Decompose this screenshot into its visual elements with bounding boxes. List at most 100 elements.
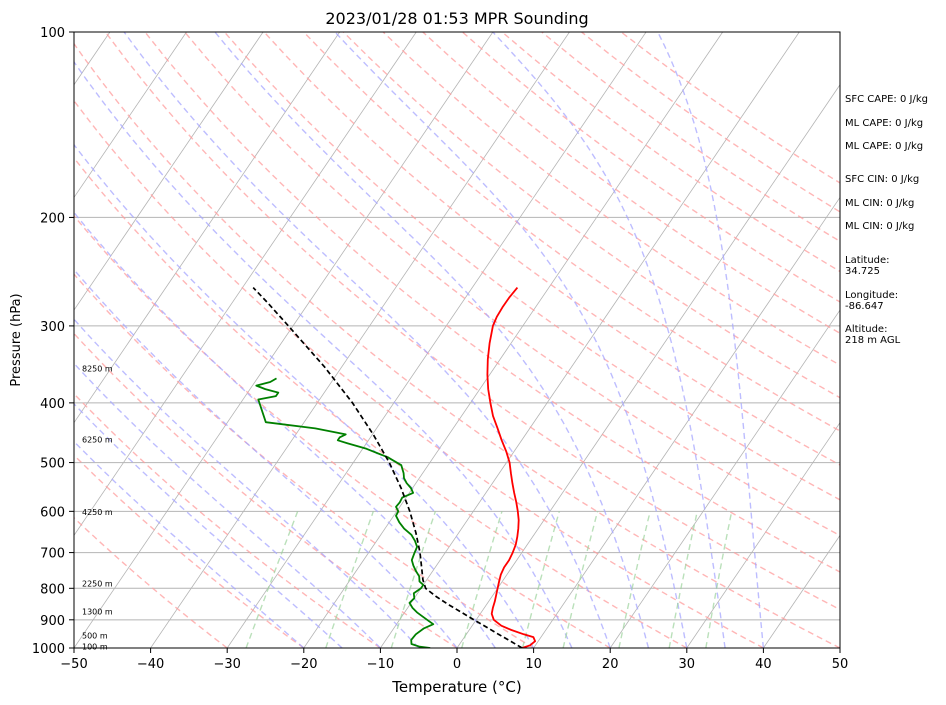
moist-adiabat-line	[74, 402, 343, 648]
ml-cape-text: ML CAPE: 0 J/kg	[845, 118, 924, 129]
dry-adiabat-line	[74, 273, 534, 648]
ml-cin-text-2: ML CIN: 0 J/kg	[845, 221, 915, 232]
x-tick-label: −30	[213, 657, 240, 672]
dry-adiabat-line	[144, 32, 840, 573]
y-tick-label: 100	[40, 26, 65, 41]
longitude-text: Longitude: -86.647	[845, 290, 899, 312]
ml-cin-text: ML CIN: 0 J/kg	[845, 198, 915, 209]
isotherm-line	[74, 32, 417, 537]
moist-adiabat-line	[74, 211, 496, 648]
moist-adiabat-line	[492, 32, 726, 648]
mixing-ratio-line	[521, 511, 560, 648]
sounding-info-panel: SFC CAPE: 0 J/kg ML CAPE: 0 J/kg ML CAPE…	[845, 0, 945, 705]
isotherm-line	[456, 84, 840, 648]
x-tick-label: −50	[60, 657, 87, 672]
moist-adiabat-line	[74, 318, 420, 648]
latitude-text: Latitude: 34.725	[845, 255, 890, 277]
moist-adiabat-line	[214, 32, 650, 648]
isotherm-line	[763, 534, 840, 648]
y-tick-label: 700	[40, 547, 65, 562]
dewpoint-profile-line	[255, 377, 435, 648]
mixing-ratio-line	[245, 511, 299, 648]
y-tick-label: 600	[40, 505, 65, 520]
isotherm-line	[609, 309, 840, 648]
plot-frame	[73, 31, 841, 649]
dry-adiabat-line	[74, 392, 381, 648]
dry-adiabat-line	[342, 32, 840, 399]
mixing-ratio-line	[390, 511, 437, 648]
moist-adiabat-line	[74, 143, 535, 648]
moist-adiabat-line	[74, 440, 305, 648]
y-tick-label: 1000	[32, 642, 65, 657]
dry-adiabat-line	[461, 32, 840, 303]
x-tick-label: 20	[602, 657, 619, 672]
y-tick-label: 300	[40, 320, 65, 335]
x-tick-label: 40	[755, 657, 772, 672]
y-tick-label: 900	[40, 614, 65, 629]
temperature-profile-line	[486, 287, 536, 648]
isotherm-line	[74, 32, 264, 311]
height-label: 4250 m	[82, 508, 113, 517]
x-tick-label: 50	[832, 657, 849, 672]
y-axis-ticks: 100 200 300 400 500 600 700 800 900 1000	[32, 26, 74, 657]
y-tick-label: 400	[40, 397, 65, 412]
dry-adiabat-line	[74, 516, 228, 648]
moist-adiabat-line	[74, 268, 458, 648]
dry-adiabat-line	[303, 32, 840, 432]
moist-adiabat-line	[74, 60, 573, 648]
isotherm-line	[74, 32, 494, 648]
dry-adiabat-line	[223, 32, 840, 501]
height-label: 100 m	[82, 643, 108, 652]
dry-adiabat-line	[104, 32, 840, 611]
y-tick-label: 500	[40, 457, 65, 472]
data-series	[252, 287, 536, 648]
x-tick-label: −10	[367, 657, 394, 672]
isotherm-line	[380, 32, 800, 648]
isotherm-line	[74, 32, 341, 424]
height-labels: 8250 m 6250 m 4250 m 2250 m 1300 m 500 m 100 m	[82, 365, 113, 652]
mixing-ratio-line	[562, 511, 599, 648]
x-axis-ticks: −50 −40 −30 −20 −10 0 10 20 30 40 50	[60, 648, 848, 672]
y-tick-label: 800	[40, 582, 65, 597]
isotherm-line	[533, 196, 840, 648]
dry-adiabat-line	[74, 156, 688, 648]
dry-adiabat-line	[74, 332, 458, 648]
sfc-cape-text: SFC CAPE: 0 J/kg	[845, 94, 928, 105]
dry-adiabat-line	[184, 32, 840, 537]
sfc-cin-text: SFC CIN: 0 J/kg	[845, 174, 920, 185]
y-axis-label: Pressure (hPa)	[9, 293, 24, 386]
height-label: 2250 m	[82, 580, 113, 589]
dry-adiabat-line	[74, 454, 305, 648]
dry-adiabat-line	[74, 42, 840, 648]
x-axis-label: Temperature (°C)	[391, 678, 521, 696]
isotherm-line	[150, 32, 570, 648]
x-tick-label: 30	[679, 657, 696, 672]
y-tick-label: 200	[40, 211, 65, 226]
height-label: 8250 m	[82, 365, 113, 374]
parcel-profile-line	[252, 287, 523, 648]
moist-adiabat-line	[74, 362, 381, 648]
moist-adiabat-line	[657, 32, 765, 648]
dry-adiabat-line	[382, 32, 840, 366]
x-tick-label: −40	[137, 657, 164, 672]
mixing-ratio-line	[668, 511, 698, 648]
isotherm-line	[74, 32, 187, 199]
ml-cape-text-2: ML CAPE: 0 J/kg	[845, 141, 924, 152]
mixing-ratio-line	[705, 511, 733, 648]
dry-adiabat-line	[74, 214, 611, 648]
reference-lines	[74, 32, 840, 648]
chart-title: 2023/01/28 01:53 MPR Sounding	[325, 9, 588, 28]
x-tick-label: −20	[290, 657, 317, 672]
dry-adiabat-line	[74, 99, 764, 648]
isotherm-line	[686, 421, 840, 648]
height-label: 1300 m	[82, 608, 113, 617]
mixing-ratio-line	[325, 511, 374, 648]
height-label: 6250 m	[82, 436, 113, 445]
x-tick-label: 0	[453, 657, 461, 672]
altitude-text: Altitude: 218 m AGL	[845, 324, 901, 346]
isotherm-line	[226, 32, 647, 648]
mixing-ratio-line	[461, 511, 503, 648]
height-label: 500 m	[82, 632, 108, 641]
mixing-ratio-line	[618, 511, 651, 648]
